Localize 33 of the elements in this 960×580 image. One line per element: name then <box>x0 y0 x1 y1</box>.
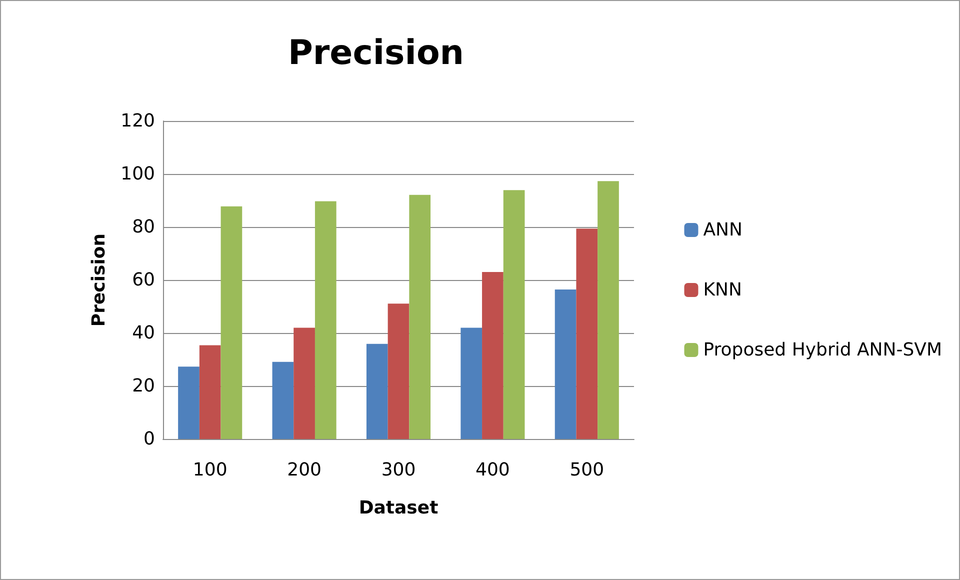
y-tick-label: 80 <box>132 216 155 238</box>
y-tick-label: 20 <box>132 376 155 396</box>
bar <box>199 345 221 439</box>
chart-title: Precision <box>288 33 464 73</box>
bar <box>294 328 315 439</box>
x-tick-label: 400 <box>476 460 510 480</box>
bar <box>388 304 410 439</box>
bar <box>220 206 242 439</box>
y-tick-label: 0 <box>144 428 155 450</box>
bar <box>314 201 336 439</box>
legend-label: KNN <box>703 280 742 300</box>
y-tick-label: 60 <box>132 270 155 290</box>
x-tick-label: 300 <box>381 460 416 480</box>
x-tick-label: 500 <box>570 460 604 480</box>
legend-label: Proposed Hybrid ANN-SVM <box>703 340 942 360</box>
bar <box>272 362 294 439</box>
bar <box>460 328 482 439</box>
y-tick-label: 120 <box>120 110 155 132</box>
x-tick-label: 100 <box>192 460 228 480</box>
legend-label: ANN <box>703 220 742 240</box>
y-tick-label: 40 <box>132 322 155 344</box>
bar <box>366 344 388 439</box>
bar <box>482 272 504 439</box>
bar <box>576 228 598 439</box>
bar <box>554 290 576 439</box>
bar <box>409 194 431 439</box>
y-tick-label: 100 <box>120 164 155 184</box>
bar <box>598 181 619 439</box>
x-tick-label: 200 <box>287 460 322 480</box>
y-axis-title: Precision <box>88 233 110 327</box>
bar <box>178 366 200 439</box>
bar <box>503 190 525 439</box>
x-axis-title: Dataset <box>358 498 439 518</box>
